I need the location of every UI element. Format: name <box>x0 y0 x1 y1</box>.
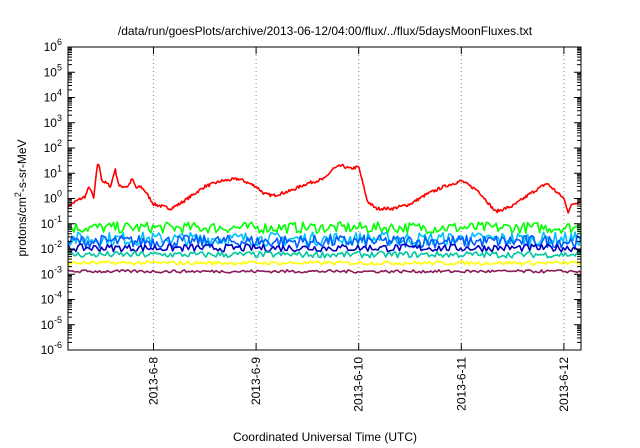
series-group <box>67 163 582 274</box>
y-axis-label: protons/cm2-s-sr-MeV <box>13 139 29 256</box>
y-tick-label: 106 <box>44 37 62 54</box>
x-axis: 2013-6-8 2013-6-9 2013-6-10 2013-6-11 2013-6… <box>147 47 571 412</box>
y-tick-label: 10-1 <box>41 214 62 231</box>
y-tick-label: 10-4 <box>41 290 62 307</box>
series-line-0 <box>67 163 582 214</box>
series-line-5 <box>67 250 582 259</box>
plot-border <box>67 46 582 351</box>
y-tick-label: 102 <box>44 138 62 155</box>
y-tick-label: 10-5 <box>41 315 62 332</box>
y-tick-label: 10-3 <box>41 264 62 281</box>
y-tick-label: 105 <box>44 62 62 79</box>
series-line-3 <box>67 234 582 249</box>
x-tick-label: 2013-6-8 <box>147 357 161 405</box>
y-tick-label: 10-2 <box>41 239 62 256</box>
y-tick-label: 100 <box>44 189 62 206</box>
chart-title: /data/run/goesPlots/archive/2013-06-12/0… <box>118 24 533 38</box>
x-axis-label: Coordinated Universal Time (UTC) <box>233 430 417 444</box>
x-tick-label: 2013-6-12 <box>557 357 571 412</box>
y-tick-label: 10-6 <box>41 340 62 357</box>
series-line-6 <box>67 260 582 266</box>
grid-lines <box>153 47 565 350</box>
y-tick-label: 101 <box>44 163 62 180</box>
y-axis: 10-6 10-5 10-4 10-3 10-2 10-1 100 101 102 103 104 1… <box>41 37 581 357</box>
x-tick-label: 2013-6-9 <box>249 357 263 405</box>
y-tick-label: 104 <box>44 88 62 105</box>
series-line-1 <box>67 221 582 235</box>
series-line-4 <box>67 243 582 253</box>
x-tick-label: 2013-6-11 <box>454 357 468 411</box>
series-line-7 <box>67 269 582 274</box>
y-tick-label: 103 <box>44 113 62 130</box>
x-tick-label: 2013-6-10 <box>352 357 366 412</box>
